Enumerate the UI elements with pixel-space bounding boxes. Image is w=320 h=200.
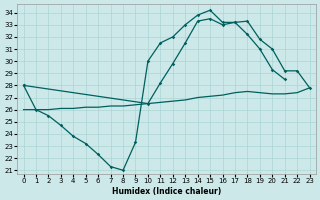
X-axis label: Humidex (Indice chaleur): Humidex (Indice chaleur) bbox=[112, 187, 221, 196]
